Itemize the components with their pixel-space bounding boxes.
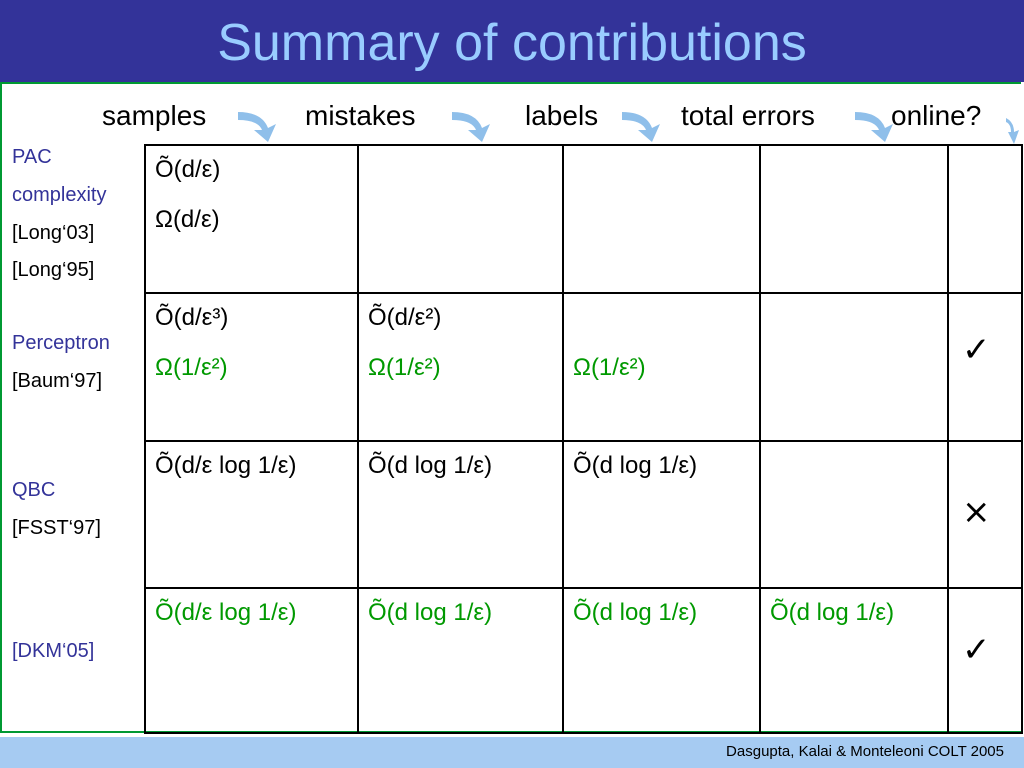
column-header: mistakes [305,100,416,131]
row-label: complexity [12,184,107,206]
cell-text: Õ(d/ε²) [368,304,442,331]
title: Summary of contributions [217,14,807,72]
row-label: PAC [12,146,52,168]
cell-text: Ω(1/ε²) [155,354,228,381]
cell-text: Õ(d/ε log 1/ε) [155,452,297,479]
online-mark: × [962,492,991,532]
online-mark: ✓ [962,330,991,370]
footer: Dasgupta, Kalai & Monteleoni COLT 2005 [726,743,1004,760]
row-label: Perceptron [12,332,110,354]
footer-bar: Dasgupta, Kalai & Monteleoni COLT 2005 [0,737,1024,768]
cell-text: Õ(d/ε³) [155,304,229,331]
cell-text: Õ(d log 1/ε) [573,599,698,626]
row-label: [Long‘03] [12,222,95,244]
cell-text: Õ(d log 1/ε) [770,599,895,626]
column-header: samples [102,100,207,131]
cell-text: Õ(d/ε) [155,156,221,183]
cell-text: Ω(d/ε) [155,206,220,233]
cell-text: Ω(1/ε²) [573,354,646,381]
column-header: labels [525,100,599,131]
cell-text: Õ(d log 1/ε) [368,599,493,626]
row-label: [Baum‘97] [12,370,103,392]
cell-text: Õ(d/ε log 1/ε) [155,599,297,626]
cell-text: Õ(d log 1/ε) [573,452,698,479]
row-label: [FSST‘97] [12,517,101,539]
row-label: [DKM‘05] [12,640,95,662]
header-bar: Summary of contributions [0,0,1024,82]
column-header: online? [891,100,982,131]
row-label: QBC [12,479,56,501]
arrows [238,112,1019,144]
online-mark: ✓ [962,630,991,670]
cell-text: Õ(d log 1/ε) [368,452,493,479]
cell-text: Ω(1/ε²) [368,354,441,381]
column-header: total errors [681,100,815,131]
row-label: [Long‘95] [12,259,95,281]
